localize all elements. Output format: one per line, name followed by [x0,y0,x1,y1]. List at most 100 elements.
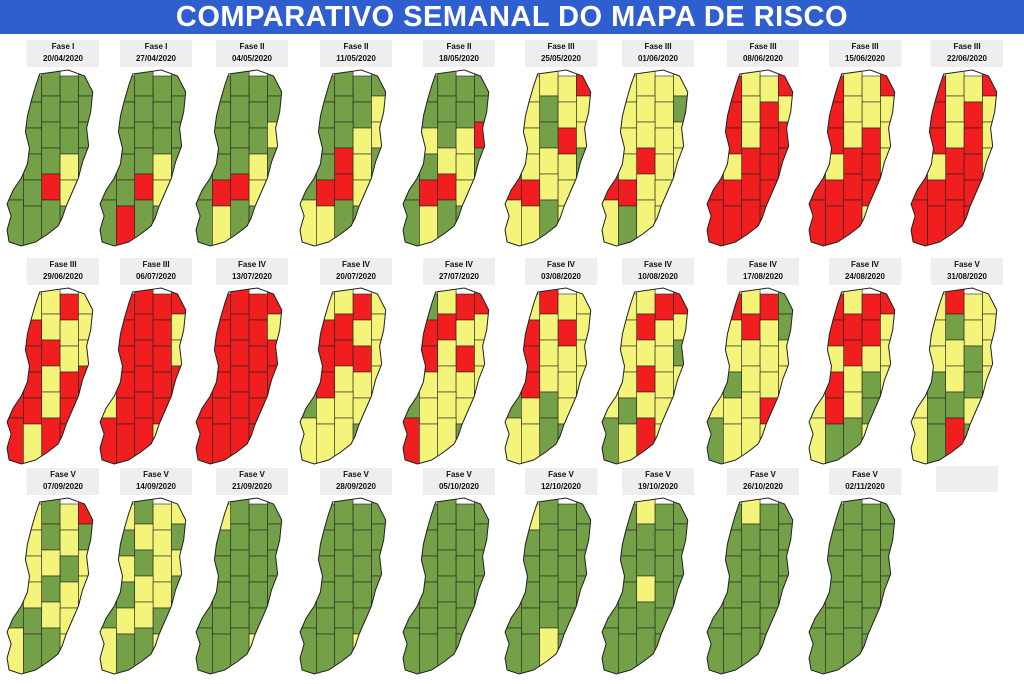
municipality-region [152,633,172,674]
municipality-region [7,147,24,175]
municipality-region [654,293,674,321]
municipality-region [557,293,577,321]
municipality-region [741,391,761,419]
municipality-region [861,555,881,583]
municipality-region [861,581,881,609]
municipality-region [843,313,863,341]
municipality-region [576,95,591,123]
state-map [99,69,187,247]
municipality-region [23,345,43,373]
municipality-region [230,313,250,341]
municipality-region [707,391,724,419]
state-outline [6,69,94,247]
municipality-region [880,365,895,393]
municipality-region [59,371,79,399]
municipality-region [334,339,354,367]
municipality-region [505,339,522,367]
municipality-region [602,121,619,149]
municipality-region [843,365,863,393]
state-map [195,69,283,247]
municipality-region [503,494,605,498]
state-outline [910,69,998,247]
municipality-region [78,147,93,175]
municipality-region [196,339,213,367]
municipality-region [371,627,386,674]
municipality-region [636,121,656,149]
municipality-region [636,199,656,246]
state-outline [99,497,187,675]
municipality-region [521,555,541,583]
municipality-region [134,601,154,629]
municipality-region [778,313,793,341]
municipality-region [455,581,475,609]
municipality-region [171,523,186,551]
municipality-region [41,498,61,525]
week-label: Fase V 28/09/2020 [320,468,392,495]
municipality-region [602,70,619,97]
municipality-region [171,601,186,629]
municipality-region [505,365,522,393]
municipality-region [843,391,863,419]
municipality-region [707,365,724,393]
municipality-region [741,95,761,123]
municipality-region [474,173,489,201]
municipality-region [134,147,154,175]
municipality-region [316,607,336,635]
municipality-region [911,147,928,175]
municipality-region [911,121,928,149]
municipality-region [576,147,591,175]
municipality-region [474,147,489,175]
municipality-region [557,503,577,531]
municipality-region [171,575,186,603]
municipality-region [23,555,43,583]
municipality-region [654,371,674,399]
municipality-region [673,601,688,629]
municipality-region [171,95,186,123]
municipality-region [636,523,656,551]
phase-label: Fase I [144,42,168,51]
municipality-region [503,284,605,288]
municipality-region [134,339,154,367]
municipality-region [963,423,983,464]
municipality-region [843,199,863,246]
week-label: Fase III 15/06/2020 [829,40,901,67]
municipality-region [196,173,213,201]
state-map [6,69,94,247]
state-map [808,69,896,247]
date-label: 18/05/2020 [438,54,480,63]
municipality-region [759,529,779,557]
municipality-region [316,127,336,155]
state-map [6,497,94,675]
date-label: 31/08/2020 [946,272,988,281]
state-outline [99,287,187,465]
municipality-region [654,127,674,155]
municipality-region [334,173,354,201]
municipality-region [116,397,136,425]
municipality-region [403,391,420,419]
municipality-region [654,529,674,557]
municipality-region [602,313,619,341]
municipality-region [963,101,983,129]
week-label: Fase I 20/04/2020 [27,40,99,67]
phase-label: Fase III [851,42,879,51]
week-label: Fase IV 24/08/2020 [829,258,901,285]
state-map [402,287,490,465]
municipality-region [59,127,79,155]
municipality-region [707,95,724,123]
municipality-region [230,199,250,246]
municipality-region [152,153,172,181]
municipality-region [196,549,213,577]
municipality-region [352,633,372,674]
week-label: Fase IV 20/07/2020 [320,258,392,285]
municipality-region [134,498,154,525]
state-map [99,287,187,465]
municipality-region [474,417,489,464]
municipality-region [945,365,965,393]
state-outline [299,287,387,465]
municipality-region [134,627,154,674]
municipality-region [230,601,250,629]
municipality-region [100,365,117,393]
municipality-region [267,417,282,464]
municipality-region [723,127,743,155]
municipality-region [100,575,117,603]
